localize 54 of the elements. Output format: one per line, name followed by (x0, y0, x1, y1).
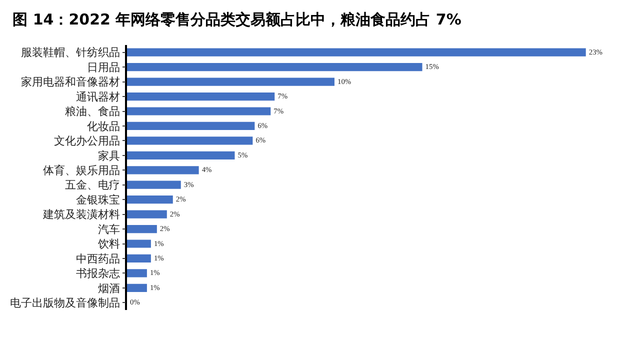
bar (127, 224, 157, 234)
y-tick-label: 五金、电疗 (65, 178, 120, 192)
y-tick-label: 电子出版物及音像制品 (10, 296, 120, 310)
y-tick-label: 建筑及装潢材料 (42, 208, 120, 222)
data-label: 1% (150, 268, 160, 278)
data-label: 1% (154, 253, 164, 262)
bar (127, 107, 271, 116)
y-tick-label: 书报杂志 (76, 267, 120, 280)
y-tick-label: 饮料 (97, 238, 120, 251)
data-label: 15% (425, 62, 439, 72)
bar (127, 166, 199, 174)
bar (127, 284, 147, 292)
data-label: 2% (160, 224, 170, 234)
chart-title: 图 14：2022 年网络零售分品类交易额占比中，粮油食品约占 7% (12, 10, 462, 28)
data-label: 4% (202, 165, 212, 174)
bar (127, 210, 167, 218)
y-tick-label: 汽车 (98, 222, 120, 236)
bar (127, 180, 181, 189)
data-label: 3% (184, 180, 194, 189)
data-label: 1% (154, 238, 164, 248)
data-label: 0% (130, 298, 140, 307)
bar (127, 196, 173, 204)
data-label: 10% (337, 76, 352, 86)
y-tick-label: 服装鞋帽、针纺织品 (21, 46, 120, 60)
data-label: 2% (176, 194, 186, 204)
bar (127, 63, 422, 72)
y-tick-label: 体育、娱乐用品 (43, 164, 120, 177)
y-tick-label: 金银珠宝 (76, 193, 120, 206)
data-label: 6% (256, 136, 266, 145)
y-tick-label: 家用电器和音像器材 (21, 76, 120, 89)
y-tick-label: 文化办公用品 (54, 134, 120, 148)
bar (127, 78, 334, 86)
data-label: 7% (274, 106, 284, 116)
bar (127, 92, 275, 101)
y-tick-label: 粮油、食品 (65, 105, 120, 118)
data-label: 23% (588, 47, 602, 56)
bar (127, 48, 586, 56)
bar (127, 254, 151, 263)
y-tick-label: 家具 (98, 149, 120, 162)
bar (127, 136, 253, 145)
y-tick-label: 烟酒 (98, 282, 120, 295)
bar (127, 269, 147, 278)
data-label: 6% (258, 120, 268, 130)
data-label: 1% (150, 282, 160, 292)
y-tick-label: 通讯器材 (76, 90, 120, 104)
data-label: 2% (170, 209, 180, 218)
bar (127, 151, 235, 160)
y-tick-label: 中西药品 (76, 252, 120, 266)
y-tick-label: 日用品 (87, 60, 120, 74)
data-label: 7% (278, 92, 288, 101)
bar (127, 240, 151, 248)
data-label: 5% (238, 150, 248, 160)
y-tick-label: 化妆品 (87, 120, 120, 133)
bar (127, 122, 255, 130)
